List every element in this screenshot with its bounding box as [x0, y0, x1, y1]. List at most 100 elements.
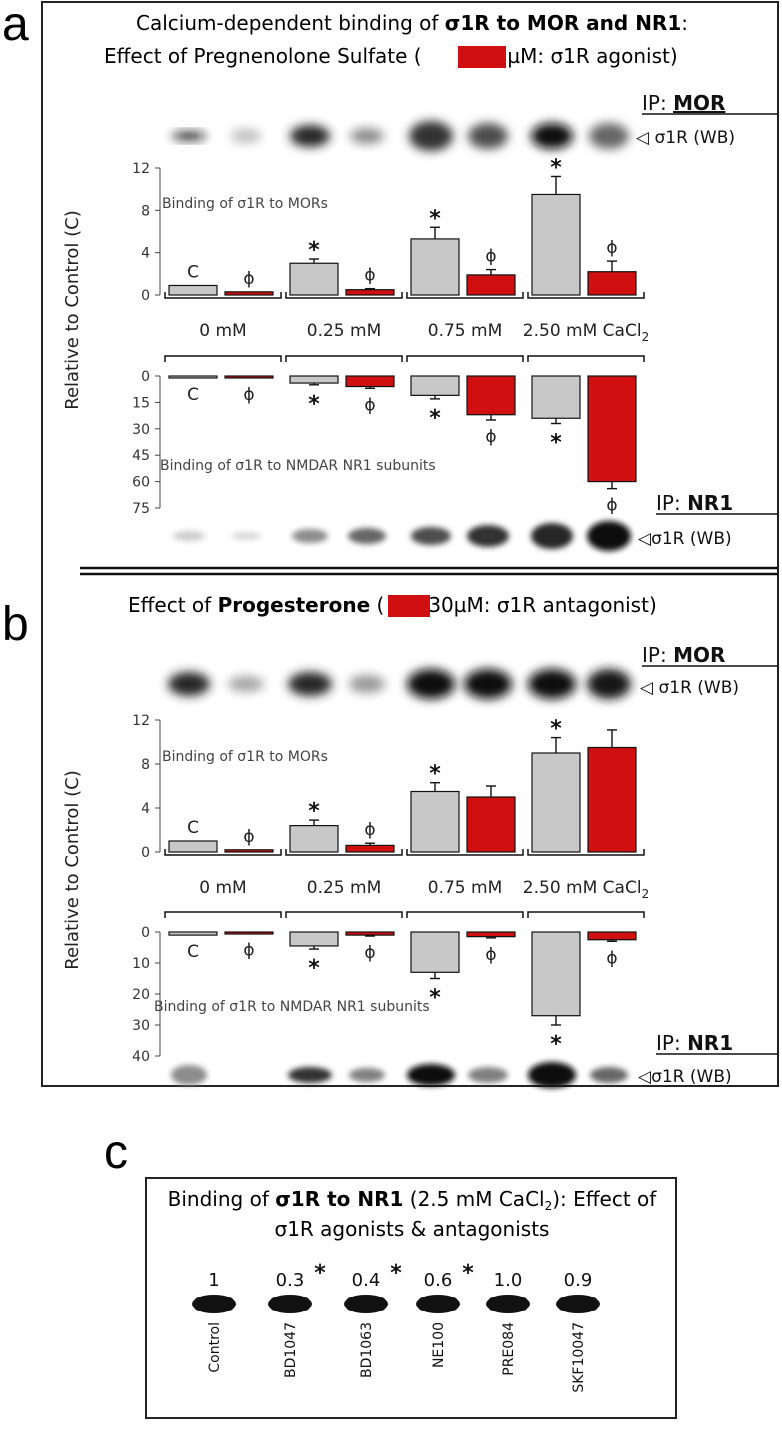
chart-annotation: Binding of σ1R to NMDAR NR1 subunits	[160, 458, 436, 474]
group-bracket	[164, 292, 282, 299]
bar-control	[410, 375, 460, 396]
lane-pre084: 1.0 PRE084	[486, 1270, 530, 1376]
group-bracket	[285, 292, 403, 299]
blot-band	[172, 132, 206, 140]
chart-a-top: 0 4 8 12 Binding of σ1R to MORs C ϕ 0 mM * ϕ 0.25 …	[132, 155, 649, 344]
bar-treated	[345, 844, 395, 853]
group-bracket	[285, 355, 403, 362]
group-bracket	[527, 355, 645, 362]
blot-band	[349, 1068, 385, 1082]
blot-band	[411, 527, 451, 545]
lane-label: PRE084	[501, 1322, 517, 1376]
lane-value: 0.4	[352, 1270, 381, 1291]
group-bracket	[406, 355, 524, 362]
blot-band	[231, 532, 261, 540]
panel-a-ip-nr1: IP: NR1	[656, 491, 733, 515]
significance-star: *	[308, 392, 320, 417]
bar-treated	[224, 291, 274, 296]
blot-band	[531, 523, 573, 549]
blot-strip	[171, 1062, 628, 1088]
panel-letter-c: c	[104, 1126, 128, 1179]
condition-label: 0.25 mM	[307, 878, 381, 898]
phi-label: ϕ	[243, 385, 254, 405]
bar-control	[289, 824, 339, 853]
lane-label: Control	[207, 1322, 223, 1373]
y-tick-label: 4	[141, 801, 150, 817]
lane-band-edge	[192, 1295, 236, 1313]
phi-label: ϕ	[364, 943, 375, 963]
y-tick-label: 20	[132, 987, 150, 1003]
group-bracket	[164, 911, 282, 918]
blot-strip	[168, 669, 631, 699]
y-tick-label: 30	[132, 422, 150, 438]
panel-b-wb-top: ◁ σ1R (WB)	[640, 678, 739, 698]
blot-band	[407, 669, 455, 699]
panel-ab-frame	[41, 1, 779, 1087]
condition-label: 0.75 mM	[428, 321, 502, 341]
lane-label: BD1063	[359, 1322, 375, 1378]
blot-band	[171, 1065, 207, 1085]
lane-value: 0.9	[564, 1270, 593, 1291]
phi-label: ϕ	[485, 247, 496, 267]
bar-charts: 0 4 8 12 Binding of σ1R to MORs C ϕ 0 mM * ϕ 0.25 …	[132, 155, 649, 1065]
panel-b-legend-swatch	[388, 595, 430, 617]
panel-c-title-line2: σ1R agonists & antagonists	[275, 1217, 550, 1241]
bar-control	[168, 840, 218, 853]
group-bracket	[527, 849, 645, 856]
significance-star: *	[429, 762, 441, 787]
bar-control	[410, 790, 460, 853]
condition-label: 2.50 mM CaCl2	[523, 321, 649, 344]
lane-skf10047: 0.9 SKF10047	[556, 1270, 600, 1393]
panel-b-ip-nr1: IP: NR1	[656, 1031, 733, 1055]
significance-star: *	[429, 206, 441, 231]
chart-a-bottom: 0 15 30 45 60 75 Binding of σ1R to NMDAR NR1 s…	[132, 355, 645, 517]
blot-band	[288, 1067, 332, 1083]
blot-band	[468, 1067, 508, 1083]
panel-a-legend-swatch	[458, 46, 506, 68]
blot-band	[349, 675, 385, 693]
blot-band	[587, 669, 631, 699]
panel-letter-a: a	[2, 0, 29, 51]
panel-a-wb-top: ◁ σ1R (WB)	[636, 128, 735, 148]
group-bracket	[164, 849, 282, 856]
y-tick-label: 8	[141, 203, 150, 219]
phi-label: ϕ	[243, 827, 254, 847]
bar-treated	[466, 796, 516, 853]
bar-treated	[587, 375, 637, 483]
panel-a-wb-bottom: ◁σ1R (WB)	[638, 529, 732, 549]
condition-label: 0 mM	[199, 878, 246, 898]
panel-c-frame	[145, 1177, 677, 1419]
phi-label: ϕ	[364, 395, 375, 415]
y-tick-label: 0	[141, 369, 150, 385]
significance-star: *	[550, 155, 562, 180]
lane-label: SKF10047	[571, 1322, 587, 1393]
bar-control	[168, 284, 218, 296]
bar-control	[531, 375, 581, 419]
western-blot-strips	[168, 121, 631, 1088]
blot-band	[464, 669, 512, 699]
lane-value: 1	[208, 1270, 219, 1291]
chart-b-bottom: 0 10 20 30 40 Binding of σ1R to NMDAR NR1 sub…	[132, 911, 645, 1065]
blot-band	[290, 125, 330, 147]
chart-b-top: 0 4 8 12 Binding of σ1R to MORs C ϕ 0 mM * ϕ 0.25 …	[132, 713, 649, 901]
bar-control	[289, 375, 339, 384]
panel-a-ylabel: Relative to Control (C)	[62, 210, 83, 410]
lane-band-edge	[268, 1295, 312, 1313]
condition-label: 0.75 mM	[428, 878, 502, 898]
bar-treated	[466, 375, 516, 416]
group-bracket	[285, 911, 403, 918]
panel-b-wb-bottom: ◁σ1R (WB)	[638, 1067, 732, 1087]
chart-annotation: Binding of σ1R to NMDAR NR1 subunits	[154, 999, 430, 1015]
bar-control	[531, 931, 581, 1017]
y-tick-label: 8	[141, 757, 150, 773]
significance-star: *	[308, 956, 320, 981]
lane-band-edge	[416, 1295, 460, 1313]
bar-treated	[224, 849, 274, 853]
lane-star: *	[462, 1261, 474, 1286]
significance-star: *	[429, 406, 441, 431]
phi-label: ϕ	[364, 820, 375, 840]
panel-c-title-line1: Binding of σ1R to NR1 (2.5 mM CaCl2): Ef…	[168, 1187, 658, 1213]
lane-star: *	[390, 1261, 402, 1286]
bar-control	[410, 931, 460, 973]
